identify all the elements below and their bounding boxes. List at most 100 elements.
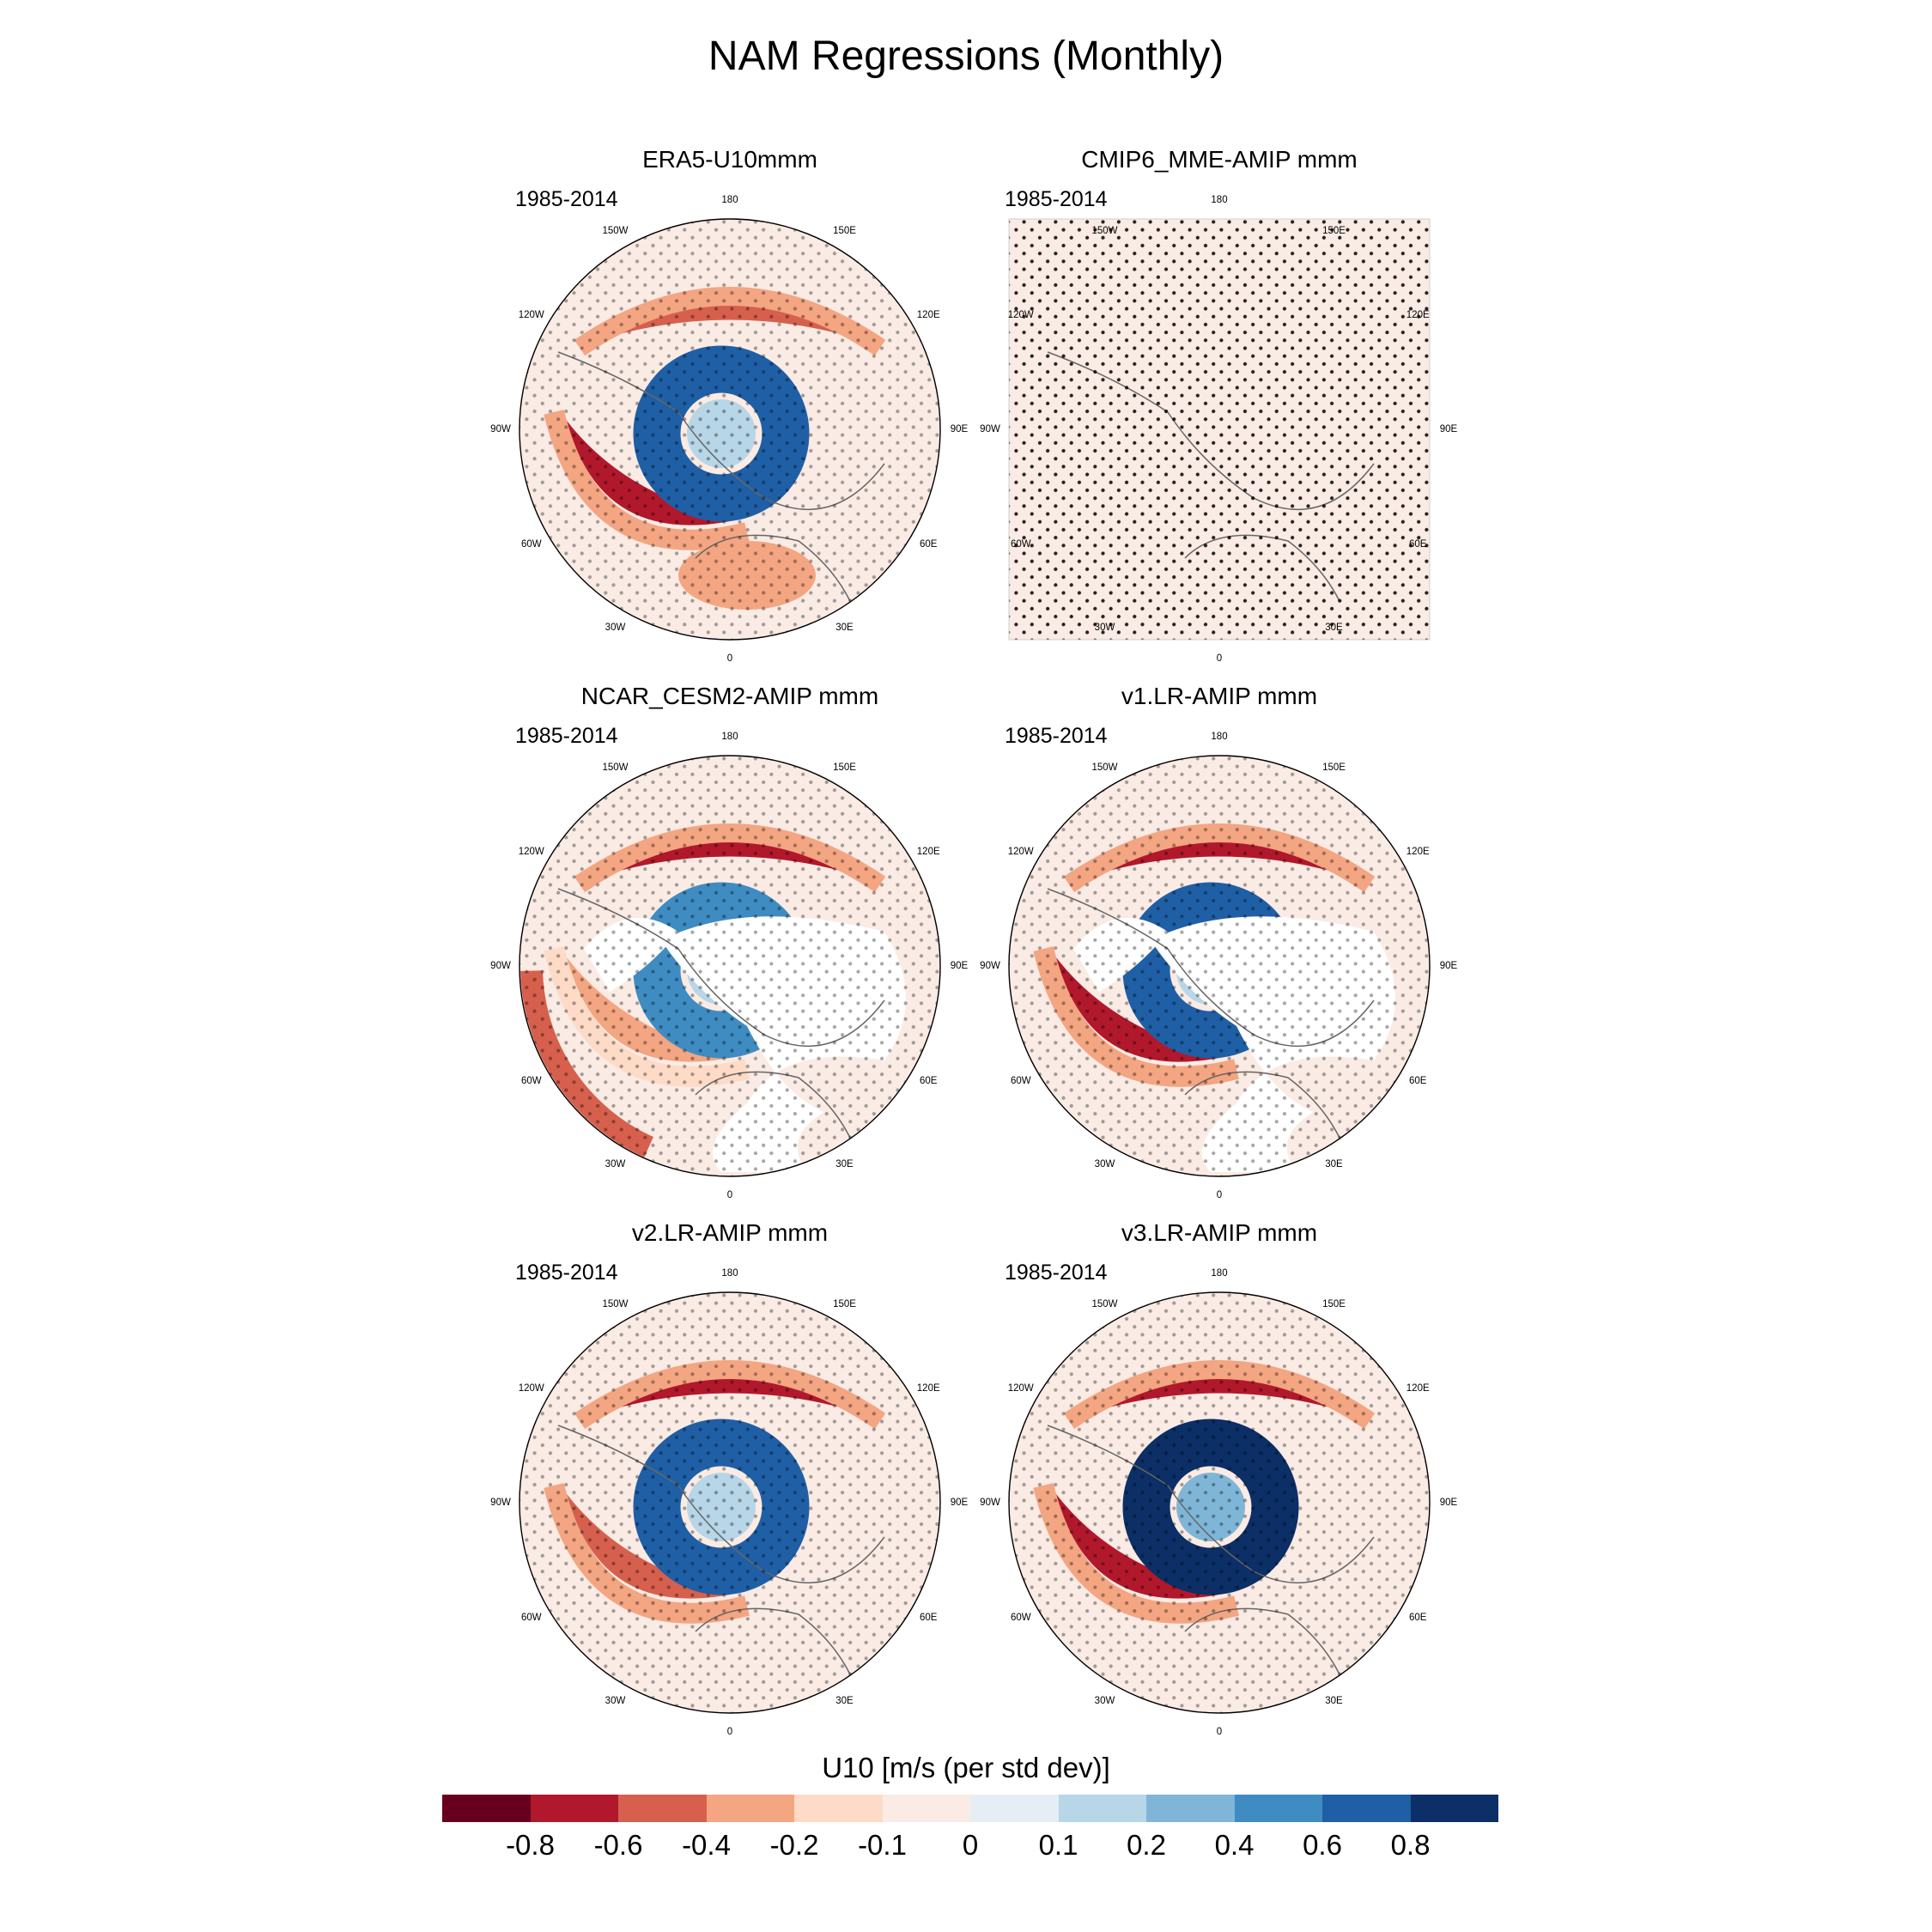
longitude-label: 150E xyxy=(1322,225,1346,236)
longitude-label: 30E xyxy=(1325,623,1343,634)
polar-map xyxy=(519,755,941,1177)
longitude-label: 30E xyxy=(1325,1696,1343,1707)
colorbar-tick-label: 0.2 xyxy=(1127,1829,1166,1861)
colorbar-tick-label: 0.6 xyxy=(1303,1829,1342,1861)
longitude-label: 60W xyxy=(520,538,542,550)
colorbar-tick-label: 0.1 xyxy=(1038,1829,1078,1861)
longitude-label: 0 xyxy=(1216,1190,1223,1200)
longitude-label: 180 xyxy=(721,732,738,742)
longitude-label: 150E xyxy=(833,762,856,773)
panel-period: 1985-2014 xyxy=(515,1261,618,1285)
longitude-label: 120W xyxy=(1007,309,1034,320)
panel-period: 1985-2014 xyxy=(515,187,618,211)
longitude-label: 120E xyxy=(1406,1382,1430,1394)
panel-period: 1985-2014 xyxy=(1005,724,1108,748)
significance-stippling xyxy=(1009,219,1430,640)
colorbar-bin xyxy=(1322,1795,1411,1822)
panel-v2-lr: v2.LR-AMIP mmm 1985-2014 180 150E 120E 90E 60E… xyxy=(489,1219,970,1737)
colorbar-bin xyxy=(1146,1795,1235,1822)
longitude-label: 90W xyxy=(490,424,511,434)
longitude-label: 60E xyxy=(919,1075,938,1086)
colorbar-bin xyxy=(882,1795,970,1822)
panel-title: v3.LR-AMIP mmm xyxy=(1121,1219,1318,1246)
longitude-label: 180 xyxy=(1211,195,1228,205)
longitude-label: 150W xyxy=(602,1298,629,1309)
panel-v1-lr: v1.LR-AMIP mmm 1985-2014 180 150E 120E 90E 60E… xyxy=(979,683,1460,1200)
longitude-label: 90E xyxy=(1439,1498,1458,1508)
significance-stippling xyxy=(1009,756,1430,1176)
polar-map xyxy=(1008,1291,1431,1714)
colorbar-tick-label: -0.4 xyxy=(682,1829,731,1861)
longitude-label: 60W xyxy=(1010,1612,1031,1623)
longitude-label: 120E xyxy=(916,309,940,320)
panel-period: 1985-2014 xyxy=(515,724,618,748)
longitude-label: 150E xyxy=(833,1298,856,1309)
colorbar-bin xyxy=(970,1795,1059,1822)
longitude-label: 120E xyxy=(1406,846,1430,857)
longitude-label: 90E xyxy=(950,1498,969,1508)
longitude-label: 60E xyxy=(919,1612,938,1623)
longitude-label: 120W xyxy=(1007,1382,1034,1394)
longitude-label: 150W xyxy=(1091,1298,1118,1309)
longitude-label: 150W xyxy=(602,225,629,236)
colorbar-bin xyxy=(530,1795,618,1822)
longitude-label: 90W xyxy=(980,961,1000,971)
longitude-label: 30W xyxy=(605,623,626,634)
panel-v3-lr: v3.LR-AMIP mmm 1985-2014 180 150E 120E 90E 60E… xyxy=(979,1219,1460,1737)
polar-map xyxy=(1008,218,1431,641)
colorbar-bin xyxy=(618,1795,707,1822)
longitude-label: 0 xyxy=(726,1190,733,1200)
longitude-label: 120E xyxy=(916,846,940,857)
significance-stippling xyxy=(1009,1292,1430,1713)
longitude-label: 60E xyxy=(1408,1075,1427,1086)
longitude-label: 180 xyxy=(721,195,738,205)
longitude-label: 30W xyxy=(605,1159,626,1170)
longitude-label: 60E xyxy=(1408,1612,1427,1623)
colorbar-bin xyxy=(1234,1795,1322,1822)
longitude-label: 90E xyxy=(1439,424,1458,434)
longitude-label: 0 xyxy=(1216,653,1223,664)
colorbar-tick-label: -0.1 xyxy=(858,1829,907,1861)
longitude-label: 30E xyxy=(835,1696,854,1707)
significance-stippling xyxy=(519,219,940,640)
longitude-label: 0 xyxy=(1216,1727,1223,1737)
longitude-label: 150W xyxy=(602,762,629,773)
colorbar xyxy=(442,1795,1498,1822)
panel-title: NCAR_CESM2-AMIP mmm xyxy=(580,683,879,709)
colorbar-title: U10 [m/s (per std dev)] xyxy=(822,1752,1110,1783)
longitude-label: 30W xyxy=(1094,623,1115,634)
longitude-label: 30W xyxy=(605,1696,626,1707)
longitude-label: 30E xyxy=(835,623,854,634)
significance-stippling xyxy=(519,1292,940,1713)
colorbar-tick-label: -0.8 xyxy=(506,1829,555,1861)
longitude-label: 150W xyxy=(1091,762,1118,773)
longitude-label: 90E xyxy=(950,961,969,971)
main-title: NAM Regressions (Monthly) xyxy=(708,33,1224,79)
longitude-label: 90W xyxy=(980,1498,1000,1508)
longitude-label: 0 xyxy=(726,1727,733,1737)
longitude-label: 120E xyxy=(1406,309,1430,320)
polar-map xyxy=(1008,755,1431,1177)
colorbar-tick-label: -0.6 xyxy=(593,1829,643,1861)
longitude-label: 120W xyxy=(1007,846,1034,857)
longitude-label: 30W xyxy=(1094,1159,1115,1170)
colorbar-tick-label: 0 xyxy=(962,1829,979,1861)
colorbar-bin xyxy=(794,1795,883,1822)
map-frame xyxy=(519,755,941,1177)
longitude-label: 60W xyxy=(520,1075,542,1086)
colorbar-bin xyxy=(442,1795,531,1822)
longitude-label: 120W xyxy=(518,1382,544,1394)
panel-ncar-cesm2: NCAR_CESM2-AMIP mmm 1985-2014 180 150E 120E 9… xyxy=(489,683,970,1200)
longitude-label: 150E xyxy=(1322,762,1346,773)
panel-title: v1.LR-AMIP mmm xyxy=(1121,683,1318,709)
longitude-label: 90W xyxy=(490,961,511,971)
colorbar-bin xyxy=(1058,1795,1146,1822)
longitude-label: 150W xyxy=(1091,225,1118,236)
longitude-label: 60E xyxy=(1408,538,1427,550)
polar-map xyxy=(519,218,941,641)
longitude-label: 60W xyxy=(1010,1075,1031,1086)
colorbar-tick-label: 0.8 xyxy=(1390,1829,1431,1861)
longitude-label: 60E xyxy=(919,538,938,550)
longitude-label: 180 xyxy=(1211,732,1228,742)
